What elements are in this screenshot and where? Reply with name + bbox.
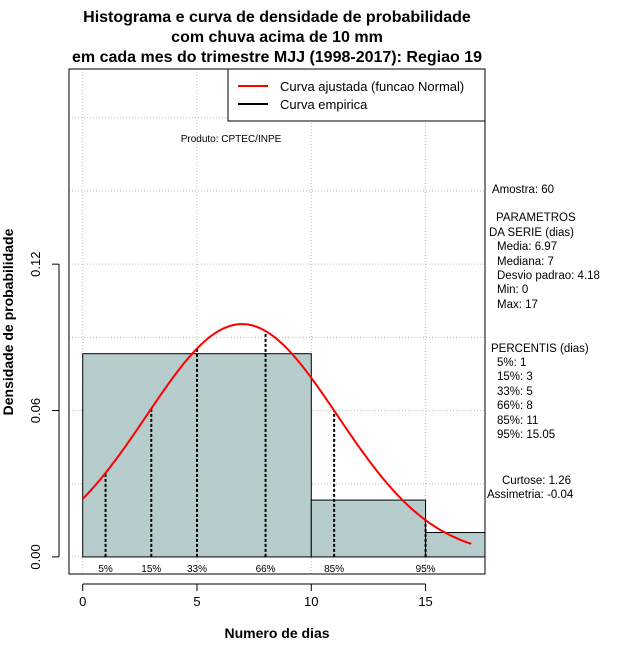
percentile-label-1: 15% <box>141 564 161 575</box>
fitted-curve-layer <box>81 323 472 545</box>
stat-p5: 5%: 1 <box>497 357 526 369</box>
stat-media: Media: 6.97 <box>497 241 557 253</box>
legend-empirical-label: Curva empirica <box>280 97 368 112</box>
legend-box <box>227 68 486 122</box>
stat-p33: 33%: 5 <box>497 386 533 398</box>
stat-p66: 66%: 8 <box>497 400 533 412</box>
title-line-1: Histograma e curva de densidade de proba… <box>83 9 471 26</box>
stat-p95: 95%: 15.05 <box>497 429 555 441</box>
percentile-label-5: 95% <box>416 564 436 575</box>
y-tick-label-0: 0.00 <box>28 544 43 569</box>
legend: Curva ajustada (funcao Normal) Curva emp… <box>227 68 486 122</box>
stats-panel: Amostra: 60 PARAMETROS DA SERIE (dias) M… <box>487 184 600 501</box>
stat-p15: 15%: 3 <box>497 371 533 383</box>
x-tick-label-2: 10 <box>304 594 318 609</box>
y-tick-label-1: 0.06 <box>28 398 43 423</box>
x-tick-label-3: 15 <box>418 594 432 609</box>
histogram-bar-1 <box>310 499 427 558</box>
percentile-label-4: 85% <box>324 564 344 575</box>
histogram-bar-2 <box>425 532 486 558</box>
stat-max: Max: 17 <box>497 299 538 311</box>
stat-mediana: Mediana: 7 <box>497 256 554 268</box>
stat-perc-title: PERCENTIS (dias) <box>491 343 589 355</box>
stat-param-title-2: DA SERIE (dias) <box>489 227 574 239</box>
stat-min: Min: 0 <box>497 284 528 296</box>
stat-curtose: Curtose: 1.26 <box>502 475 571 487</box>
y-tick-label-2: 0.12 <box>28 252 43 277</box>
x-tick-label-0: 0 <box>79 594 86 609</box>
y-axis: 0.00 0.06 0.12 <box>28 252 60 570</box>
percentile-label-0: 5% <box>98 564 113 575</box>
stat-desvio: Desvio padrao: 4.18 <box>497 270 600 282</box>
stat-assimetria: Assimetria: -0.04 <box>487 489 574 501</box>
stat-amostra: Amostra: 60 <box>492 184 554 196</box>
legend-fitted-label: Curva ajustada (funcao Normal) <box>280 79 464 94</box>
percentile-label-2: 33% <box>187 564 207 575</box>
chart-title: Histograma e curva de densidade de proba… <box>72 9 482 66</box>
y-axis-label: Densidade de probabilidade <box>0 228 16 415</box>
percentile-lines: 5% 15% 33% 66% 85% 95% <box>98 331 436 575</box>
x-axis: 0 5 10 15 <box>79 583 433 609</box>
product-annotation: Produto: CPTEC/INPE <box>181 134 282 145</box>
title-line-2: com chuva acima de 10 mm <box>171 29 383 46</box>
stat-p85: 85%: 11 <box>497 415 538 427</box>
x-axis-label: Numero de dias <box>224 625 329 641</box>
x-tick-label-1: 5 <box>193 594 200 609</box>
stat-param-title-1: PARAMETROS <box>496 212 576 224</box>
fitted-normal-curve <box>81 323 472 545</box>
title-line-3: em cada mes do trimestre MJJ (1998-2017)… <box>72 49 482 66</box>
percentile-label-3: 66% <box>256 564 276 575</box>
